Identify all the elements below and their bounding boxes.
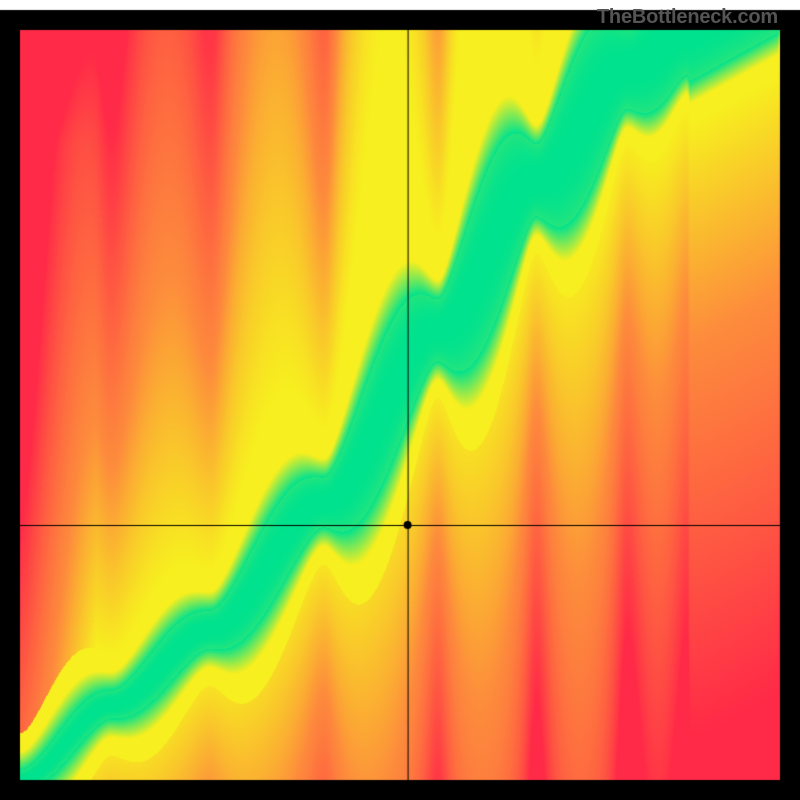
- heatmap-canvas: [0, 0, 800, 800]
- chart-container: TheBottleneck.com: [0, 0, 800, 800]
- attribution-text: TheBottleneck.com: [597, 6, 778, 29]
